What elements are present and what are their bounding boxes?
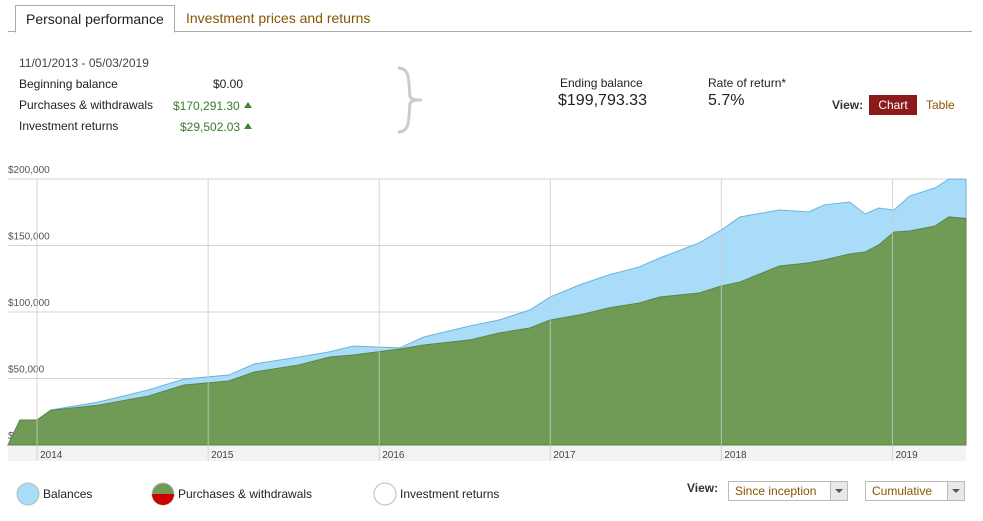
brace: [397, 66, 423, 134]
mode-text: Cumulative: [872, 484, 933, 498]
x-tick-label: 2017: [553, 450, 576, 461]
date-range: 11/01/2013 - 05/03/2019: [19, 56, 149, 70]
legend-swatch: [373, 482, 397, 506]
legend-label: Purchases & withdrawals: [178, 487, 312, 501]
y-tick-label: $150,000: [8, 232, 50, 243]
x-tick-label: 2016: [382, 450, 405, 461]
legend-swatch-lower: [152, 494, 174, 505]
legend-label: Balances: [43, 487, 92, 501]
tab[interactable]: Personal performance: [15, 5, 175, 33]
summary-value-text: $170,291.30: [173, 99, 240, 113]
period-dropdown[interactable]: Since inception: [728, 481, 848, 501]
up-arrow: [244, 119, 253, 129]
summary-value: $0.00: [213, 77, 244, 91]
area: [7, 216, 967, 446]
x-tick-label: 2019: [895, 450, 918, 461]
rate: 5.7%: [708, 92, 745, 109]
y-tick-label: $200,000: [8, 165, 50, 176]
summary-label: Beginning balance: [19, 77, 118, 91]
summary-label: Investment returns: [19, 119, 119, 133]
tab-rule: [8, 31, 972, 32]
ending-balance-label: Ending balance: [560, 76, 643, 90]
x-tick-label: 2015: [211, 450, 234, 461]
mode-dropdown[interactable]: Cumulative: [865, 481, 965, 501]
period-text: Since inception: [735, 484, 817, 498]
summary-value-text: $29,502.03: [180, 120, 241, 134]
summary-value: $29,502.03: [180, 119, 253, 134]
tab[interactable]: Investment prices and returns: [186, 10, 371, 26]
up-arrow: [243, 98, 252, 108]
rate-label: Rate of return*: [708, 76, 787, 90]
ending-balance: $199,793.33: [558, 92, 647, 109]
axis-band: [8, 445, 966, 461]
dropdown-arrow: [947, 482, 964, 500]
view-label: View:: [832, 98, 864, 112]
view-chart-button[interactable]: Chart: [869, 95, 917, 115]
controls-label: View:: [687, 481, 719, 495]
view-table-button[interactable]: Table: [926, 98, 955, 112]
y-tick-label: $100,000: [8, 298, 50, 309]
brace-path: [397, 66, 423, 134]
summary-value: $170,291.30: [173, 98, 252, 113]
x-tick-label: 2014: [40, 450, 63, 461]
legend-swatch: [16, 482, 40, 506]
dropdown-arrow: [830, 482, 847, 500]
summary-label: Purchases & withdrawals: [19, 98, 154, 112]
x-tick-label: 2018: [724, 450, 747, 461]
y-tick-label: $50,000: [8, 365, 45, 376]
legend-label: Investment returns: [400, 487, 499, 501]
